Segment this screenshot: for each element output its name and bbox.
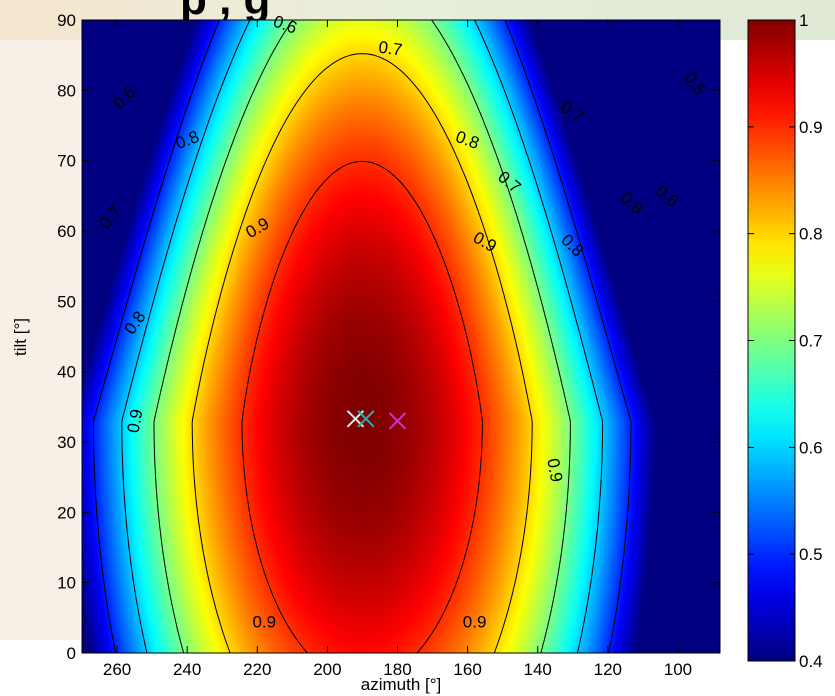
y-axis-label: tilt [°] [11, 318, 30, 356]
y-axis-ticks: 0 10 20 30 40 50 60 70 80 90 [57, 11, 720, 663]
contour-line [241, 160, 483, 654]
contour-line [153, 19, 571, 654]
marker-x [357, 410, 375, 428]
y-tick-label: 80 [57, 81, 76, 100]
y-tick-label: 40 [57, 363, 76, 382]
y-tick-label: 90 [57, 11, 76, 30]
contour-line [191, 53, 533, 654]
x-tick-label: 260 [103, 660, 131, 679]
colorbar [747, 19, 796, 662]
colorbar-tick-label: 1 [799, 11, 808, 30]
y-tick-label: 50 [57, 292, 76, 311]
x-tick-label: 240 [173, 660, 201, 679]
colorbar-tick-label: 0.9 [799, 118, 823, 137]
heatmap-surface [82, 20, 720, 653]
x-tick-label: 140 [524, 660, 552, 679]
colorbar-tick-label: 0.8 [799, 225, 823, 244]
y-tick-label: 70 [57, 152, 76, 171]
colorbar-tick-label: 0.7 [799, 332, 823, 351]
contour-line [121, 19, 604, 654]
plot-border [81, 19, 721, 654]
y-tick-label: 10 [57, 574, 76, 593]
figure-title-fragment: p , g [180, 0, 835, 20]
x-tick-label: 220 [243, 660, 271, 679]
x-tick-label: 100 [664, 660, 692, 679]
y-tick-label: 30 [57, 433, 76, 452]
contour-label: 0.7 [377, 38, 403, 60]
colorbar-tick-label: 0.4 [799, 652, 823, 671]
x-tick-label: 120 [594, 660, 622, 679]
x-tick-label: 180 [383, 660, 411, 679]
x-tick-label: 160 [453, 660, 481, 679]
x-tick-label: 200 [313, 660, 341, 679]
y-tick-label: 0 [67, 644, 76, 663]
contour-label: 0.9 [124, 408, 147, 435]
colorbar-tick-label: 0.5 [799, 545, 823, 564]
y-tick-label: 60 [57, 222, 76, 241]
contour-label: 0.9 [252, 612, 276, 631]
marker-x [388, 412, 407, 430]
markers [346, 410, 407, 430]
contour-line [92, 19, 632, 654]
contour-label: 0.9 [463, 612, 487, 631]
y-tick-label: 20 [57, 503, 76, 522]
contour-label: 0.9 [543, 457, 566, 484]
contour-lines [92, 19, 632, 654]
x-axis-ticks: 260 240 220 200 180 160 140 120 100 [103, 20, 692, 679]
x-axis-label: azimuth [°] [361, 675, 442, 694]
colorbar-ticks: 0.4 0.5 0.6 0.7 0.8 0.9 1 [748, 11, 823, 671]
colorbar-tick-label: 0.6 [799, 438, 823, 457]
